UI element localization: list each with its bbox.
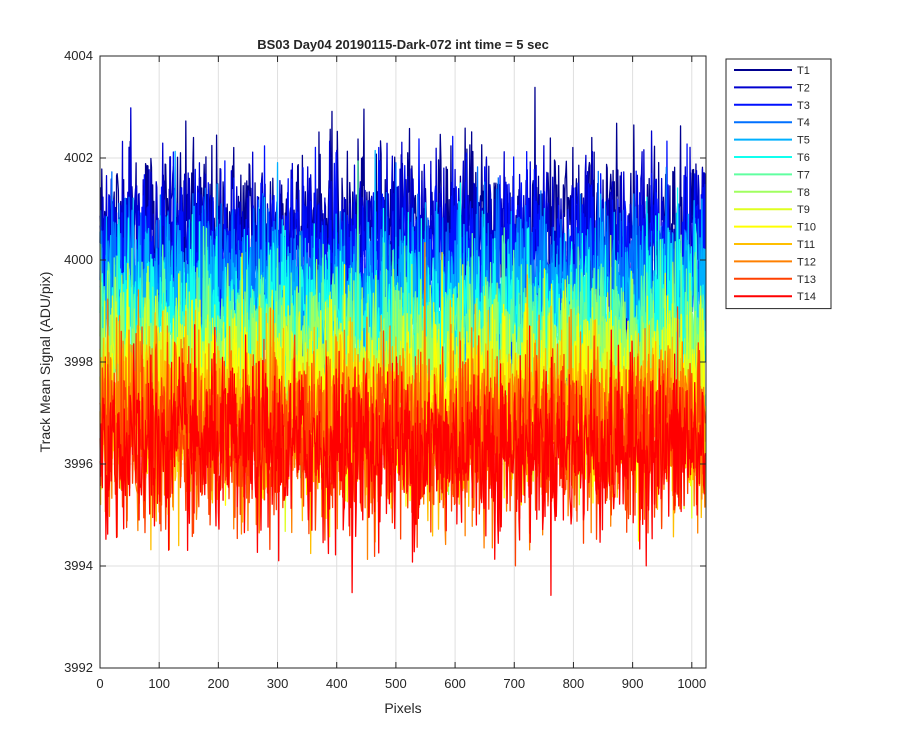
legend-label-t3: T3 [797, 100, 810, 112]
legend-label-t4: T4 [797, 117, 810, 129]
y-tick-label: 4000 [64, 252, 93, 267]
y-tick-label: 3994 [64, 558, 93, 573]
x-axis-label: Pixels [384, 700, 421, 716]
legend-label-t14: T14 [797, 291, 816, 303]
y-tick-label: 3996 [64, 456, 93, 471]
x-tick-label: 900 [622, 676, 644, 691]
legend-label-t1: T1 [797, 65, 810, 77]
x-tick-label: 1000 [677, 676, 706, 691]
y-tick-label: 4002 [64, 150, 93, 165]
y-tick-label: 3998 [64, 354, 93, 369]
x-tick-label: 600 [444, 676, 466, 691]
legend-label-t13: T13 [797, 274, 816, 286]
x-tick-label: 500 [385, 676, 407, 691]
series-layer [99, 86, 707, 596]
x-tick-label: 700 [503, 676, 525, 691]
y-axis-label: Track Mean Signal (ADU/pix) [37, 272, 53, 453]
legend-label-t12: T12 [797, 256, 816, 268]
legend-label-t8: T8 [797, 187, 810, 199]
y-tick-label: 3992 [64, 660, 93, 675]
legend-label-t6: T6 [797, 152, 810, 164]
x-tick-label: 300 [267, 676, 289, 691]
legend-box [725, 58, 832, 310]
chart-title: BS03 Day04 20190115-Dark-072 int time = … [257, 37, 549, 52]
x-tick-label: 200 [208, 676, 230, 691]
legend-label-t2: T2 [797, 82, 810, 94]
axis-ticks: 0 100 200 300 400 500 600 700 800 900 1000 3992 3994… [64, 48, 706, 691]
series-line-t14 [99, 324, 707, 596]
y-tick-label: 4004 [64, 48, 93, 63]
legend-label-t10: T10 [797, 222, 816, 234]
legend-label-t7: T7 [797, 169, 810, 181]
x-tick-label: 400 [326, 676, 348, 691]
x-tick-label: 100 [148, 676, 170, 691]
legend: T1 T2 T3 T4 T5 T6 T7 T8 T9 T10 T11 T12 T13 T14 [725, 58, 832, 310]
legend-label-t9: T9 [797, 204, 810, 216]
x-tick-label: 800 [563, 676, 585, 691]
x-tick-label: 0 [96, 676, 103, 691]
legend-label-t5: T5 [797, 135, 810, 147]
legend-label-t11: T11 [797, 239, 815, 251]
